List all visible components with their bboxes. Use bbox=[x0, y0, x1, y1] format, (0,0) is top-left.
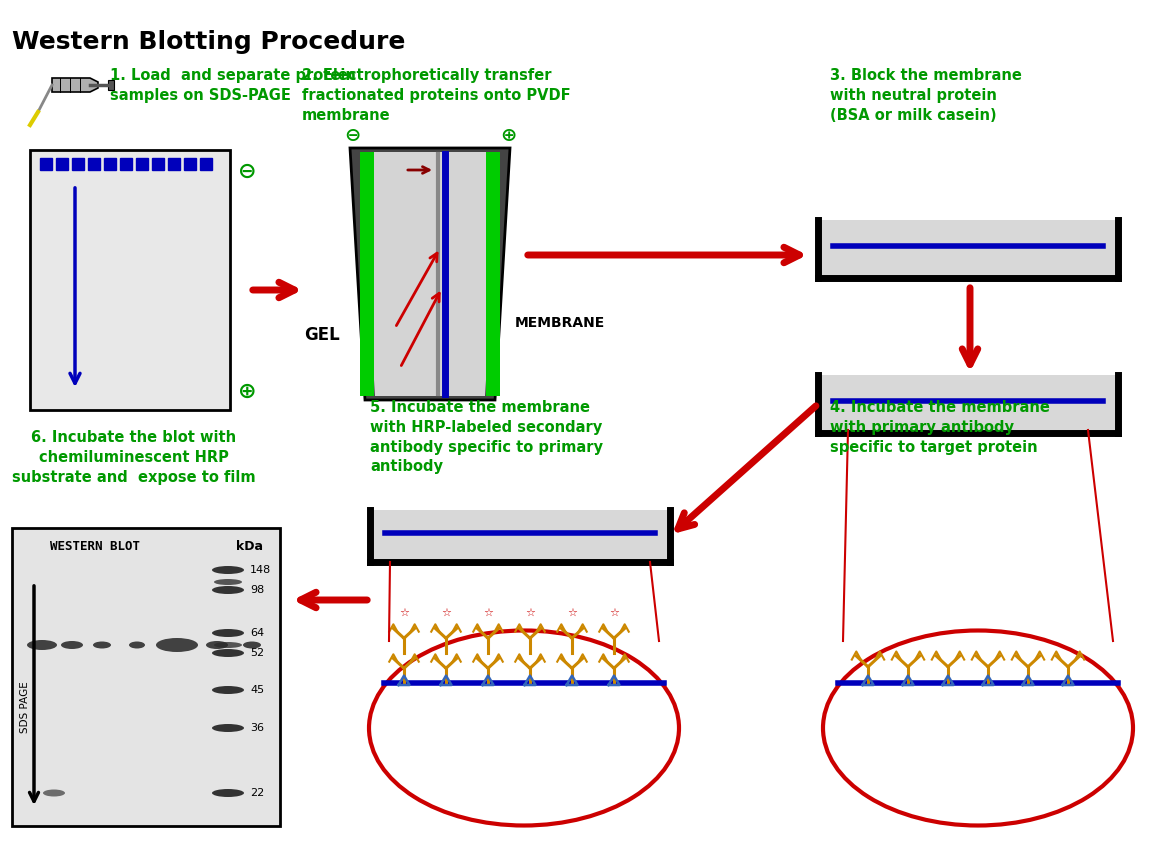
Bar bbox=[12, 528, 280, 826]
Text: 22: 22 bbox=[249, 788, 264, 798]
Ellipse shape bbox=[213, 686, 244, 694]
Text: ⊖: ⊖ bbox=[344, 126, 360, 145]
Ellipse shape bbox=[94, 641, 111, 648]
Text: 98: 98 bbox=[249, 585, 264, 595]
Bar bbox=[55, 158, 68, 170]
Text: 3. Block the membrane
with neutral protein
(BSA or milk casein): 3. Block the membrane with neutral prote… bbox=[830, 68, 1022, 122]
Bar bbox=[104, 158, 116, 170]
Ellipse shape bbox=[214, 642, 243, 648]
Bar bbox=[486, 152, 500, 396]
Bar bbox=[184, 158, 196, 170]
Bar bbox=[370, 510, 670, 562]
Bar bbox=[360, 152, 374, 396]
Ellipse shape bbox=[213, 724, 244, 732]
Bar bbox=[30, 150, 230, 410]
Text: 45: 45 bbox=[249, 685, 264, 695]
Text: 36: 36 bbox=[249, 723, 264, 733]
Ellipse shape bbox=[213, 649, 244, 657]
Bar bbox=[40, 158, 52, 170]
Bar bbox=[72, 158, 84, 170]
Text: 64: 64 bbox=[249, 628, 264, 638]
Text: GEL: GEL bbox=[304, 326, 340, 344]
Text: 5. Incubate the membrane
with HRP-labeled secondary
antibody specific to primary: 5. Incubate the membrane with HRP-labele… bbox=[370, 400, 603, 474]
Text: ☆: ☆ bbox=[483, 608, 493, 618]
Text: ⊖: ⊖ bbox=[238, 162, 256, 182]
Text: ☆: ☆ bbox=[398, 608, 409, 618]
Ellipse shape bbox=[43, 789, 65, 797]
Bar bbox=[120, 158, 132, 170]
Ellipse shape bbox=[243, 641, 261, 648]
Ellipse shape bbox=[213, 586, 244, 594]
Polygon shape bbox=[360, 152, 500, 396]
Text: 52: 52 bbox=[249, 648, 264, 658]
Text: ⊕: ⊕ bbox=[238, 382, 256, 402]
Text: 2. Electrophoretically transfer
fractionated proteins onto PVDF
membrane: 2. Electrophoretically transfer fraction… bbox=[301, 68, 571, 122]
Ellipse shape bbox=[61, 641, 83, 649]
Text: 148: 148 bbox=[249, 565, 271, 575]
Text: kDa: kDa bbox=[236, 540, 263, 553]
Ellipse shape bbox=[27, 640, 57, 650]
Text: Western Blotting Procedure: Western Blotting Procedure bbox=[12, 30, 405, 54]
Text: 1. Load  and separate protein
samples on SDS-PAGE: 1. Load and separate protein samples on … bbox=[110, 68, 356, 103]
Text: ☆: ☆ bbox=[441, 608, 450, 618]
Text: ☆: ☆ bbox=[526, 608, 535, 618]
Ellipse shape bbox=[129, 641, 146, 648]
Polygon shape bbox=[350, 148, 511, 400]
Text: ⊕: ⊕ bbox=[500, 126, 516, 145]
Ellipse shape bbox=[206, 641, 228, 649]
Text: ☆: ☆ bbox=[609, 608, 619, 618]
Text: MEMBRANE: MEMBRANE bbox=[515, 316, 605, 330]
Bar bbox=[88, 158, 100, 170]
Ellipse shape bbox=[213, 629, 244, 637]
Bar bbox=[167, 158, 180, 170]
Polygon shape bbox=[52, 78, 98, 92]
Ellipse shape bbox=[156, 638, 198, 652]
Text: ☆: ☆ bbox=[567, 608, 578, 618]
Ellipse shape bbox=[213, 789, 244, 797]
Bar bbox=[136, 158, 148, 170]
Bar bbox=[818, 375, 1118, 433]
Bar bbox=[818, 220, 1118, 278]
Text: WESTERN BLOT: WESTERN BLOT bbox=[50, 540, 140, 553]
Ellipse shape bbox=[214, 579, 243, 585]
Text: 6. Incubate the blot with
chemiluminescent HRP
substrate and  expose to film: 6. Incubate the blot with chemiluminesce… bbox=[12, 430, 255, 484]
Bar bbox=[109, 80, 114, 90]
Bar bbox=[200, 158, 213, 170]
Text: 4. Incubate the membrane
with primary antibody
specific to target protein: 4. Incubate the membrane with primary an… bbox=[830, 400, 1050, 455]
Text: SDS PAGE: SDS PAGE bbox=[20, 681, 30, 733]
Ellipse shape bbox=[213, 566, 244, 574]
Bar bbox=[152, 158, 164, 170]
